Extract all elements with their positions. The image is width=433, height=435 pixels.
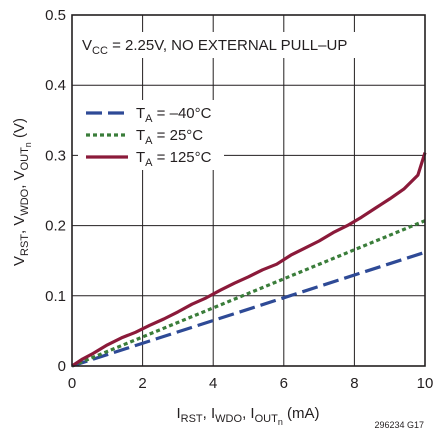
annotation-text: VCC = 2.25V, NO EXTERNAL PULL–UP (82, 37, 347, 57)
y-tick-label: 0.3 (45, 147, 66, 164)
series-line-2 (71, 152, 427, 368)
y-tick-labels: 0 0.1 0.2 0.3 0.4 0.5 (45, 7, 66, 375)
legend-entry-2: TA = 125°C (136, 149, 212, 169)
series-line-0 (71, 250, 426, 368)
series-line-1 (71, 219, 426, 368)
legend-entry-1: TA = 25°C (136, 127, 203, 147)
y-axis-label: VRST, VWDO, VOUTn (V) (11, 118, 33, 266)
x-tick-label: 10 (417, 375, 433, 392)
y-tick-label: 0.1 (45, 288, 66, 305)
annotation-background (78, 32, 370, 58)
series-lines (71, 152, 427, 368)
x-tick-labels: 0 2 4 6 8 10 (68, 375, 433, 392)
x-tick-label: 8 (350, 375, 358, 392)
y-tick-label: 0.4 (45, 77, 66, 94)
legend-entry-0: TA = –40°C (136, 105, 212, 125)
x-tick-label: 4 (209, 375, 217, 392)
grid-lines (71, 14, 426, 367)
x-tick-label: 0 (68, 375, 76, 392)
plot-frame (71, 14, 426, 367)
figure-footnote: 296234 G17 (374, 420, 424, 430)
x-tick-label: 2 (138, 375, 146, 392)
x-tick-label: 6 (280, 375, 288, 392)
x-axis-label: IRST, IWDO, IOUTn (mA) (176, 405, 319, 427)
y-tick-label: 0.5 (45, 7, 66, 24)
y-tick-label: 0.2 (45, 218, 66, 235)
y-tick-label: 0 (58, 358, 66, 375)
legend: TA = –40°CTA = 25°CTA = 125°C (86, 105, 212, 169)
